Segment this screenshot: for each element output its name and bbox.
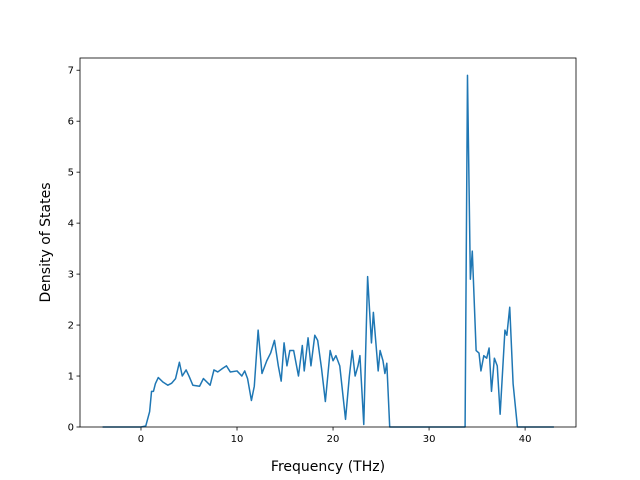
y-axis-label: Density of States [38, 183, 54, 303]
y-tick-label: 0 [68, 423, 74, 434]
x-tick-label: 10 [231, 434, 244, 445]
y-tick-label: 4 [68, 219, 74, 230]
y-tick-label: 1 [68, 372, 74, 383]
y-tick-label: 6 [68, 117, 74, 128]
x-tick-label: 30 [423, 434, 436, 445]
x-tick-label: 40 [519, 434, 532, 445]
line [102, 74, 554, 428]
y-tick-label: 7 [68, 66, 74, 77]
y-tick-label: 2 [68, 321, 74, 332]
y-tick-label: 3 [68, 270, 74, 281]
x-tick-label: 0 [138, 434, 144, 445]
x-tick-label: 20 [327, 434, 340, 445]
y-tick-label: 5 [68, 168, 74, 179]
x-axis-label: Frequency (THz) [271, 459, 385, 475]
plot-frame [79, 57, 577, 428]
